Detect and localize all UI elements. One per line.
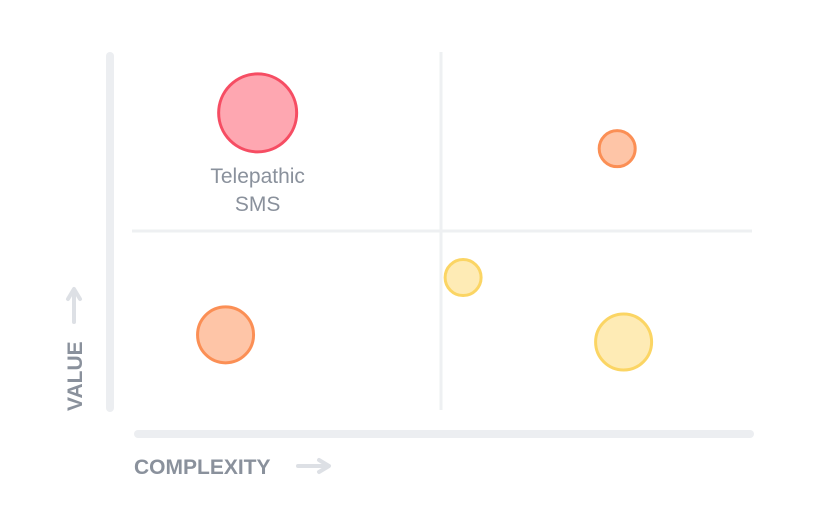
bubble-point-4	[443, 258, 483, 298]
bubble-label-line: Telepathic	[210, 165, 305, 188]
bubble-point-5	[594, 312, 654, 372]
bubble-series	[196, 72, 654, 372]
x-axis-label: COMPLEXITY	[134, 456, 271, 479]
bubble-point-1	[217, 72, 299, 154]
bubble-label-line: SMS	[235, 193, 281, 216]
y-axis-label: VALUE	[64, 341, 87, 411]
bubble-labels: Telepathic SMS	[210, 165, 305, 216]
x-arrow-icon	[296, 458, 331, 474]
bubble-point-2	[597, 129, 637, 169]
bubble-point-3	[196, 305, 256, 365]
y-arrow-icon	[66, 287, 82, 324]
